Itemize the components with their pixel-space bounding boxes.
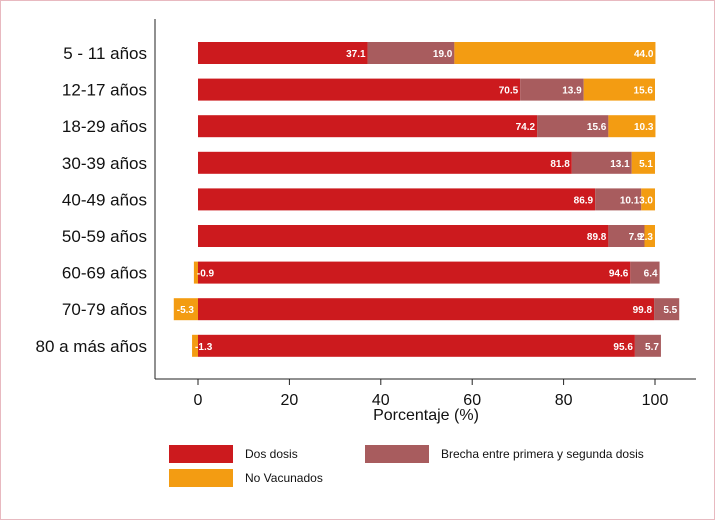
category-label: 12-17 años	[62, 81, 147, 100]
legend-swatch	[365, 445, 429, 463]
data-label: 10.3	[634, 122, 654, 133]
legend-swatch	[169, 445, 233, 463]
legend-swatch	[169, 469, 233, 487]
data-label: -1.3	[195, 342, 213, 353]
bar-segment	[571, 151, 632, 174]
data-label: 89.8	[587, 232, 607, 243]
x-tick-label: 60	[463, 392, 481, 409]
bar-segment	[454, 42, 656, 64]
data-label: 2.3	[639, 232, 653, 243]
category-label: 50-59 años	[62, 227, 147, 246]
data-label: -0.9	[197, 269, 215, 280]
bar-segment	[193, 261, 198, 284]
data-label: 15.6	[587, 122, 607, 133]
bar-segment	[644, 225, 655, 247]
x-axis-title: Porcentaje (%)	[373, 407, 479, 424]
legend: Dos dosis Brecha entre primera y segunda …	[169, 445, 644, 487]
data-label: 6.4	[644, 269, 658, 280]
data-label: 86.9	[574, 195, 594, 206]
data-label: 81.8	[550, 159, 570, 170]
category-label: 18-29 años	[62, 117, 147, 136]
data-label: -5.3	[177, 305, 195, 316]
x-tick-label: 20	[281, 392, 299, 409]
x-ticks-layer: 0 20 40 60 80 100	[194, 379, 669, 409]
data-label: 5.5	[663, 305, 677, 316]
category-label: 80 a más años	[35, 337, 147, 356]
bar-segment	[198, 225, 609, 247]
data-label: 13.9	[562, 86, 582, 97]
legend-label: Dos dosis	[245, 447, 298, 461]
bar-segment	[192, 334, 198, 357]
bar-segment	[198, 334, 635, 357]
bar-segment	[198, 78, 521, 101]
data-label: 99.8	[633, 305, 653, 316]
axes-layer	[154, 19, 696, 380]
legend-label: No Vacunados	[245, 471, 323, 485]
category-label: 40-49 años	[62, 190, 147, 209]
category-label: 70-79 años	[62, 300, 147, 319]
category-label: 60-69 años	[62, 264, 147, 283]
category-label: 30-39 años	[62, 154, 147, 173]
bars-layer: 37.1 19.0 44.0 70.5 13.9 15.6 74.2 15.6 10.3 81.8…	[173, 42, 680, 357]
bar-segment	[631, 151, 655, 174]
x-tick-label: 100	[642, 392, 669, 409]
data-label: 5.1	[639, 159, 653, 170]
bar-segment	[641, 188, 655, 211]
bar-segment	[630, 261, 660, 284]
data-label: 5.7	[645, 342, 659, 353]
data-label: 15.6	[634, 86, 654, 97]
bar-segment	[173, 298, 198, 321]
bar-segment	[583, 78, 655, 101]
bar-segment	[634, 334, 661, 357]
bar-segment	[198, 261, 631, 284]
bar-segment	[608, 225, 645, 247]
data-label: 44.0	[634, 49, 654, 60]
x-tick-label: 80	[555, 392, 573, 409]
bar-segment	[608, 115, 656, 138]
data-label: 74.2	[516, 122, 536, 133]
category-labels-layer: 5 - 11 años 12-17 años 18-29 años 30-39 año…	[35, 44, 147, 356]
data-label: 7.9	[629, 232, 643, 243]
legend-label: Brecha entre primera y segunda dosis	[441, 447, 644, 461]
data-label: 3.0	[639, 195, 653, 206]
bar-segment	[198, 115, 538, 138]
bar-segment	[537, 115, 609, 138]
bar-segment	[595, 188, 642, 211]
data-label: 13.1	[610, 159, 630, 170]
bar-segment	[520, 78, 584, 101]
data-label: 94.6	[609, 269, 629, 280]
bar-segment	[367, 42, 455, 64]
data-label: 95.6	[613, 342, 633, 353]
data-label: 10.1	[620, 195, 640, 206]
x-tick-label: 0	[194, 392, 203, 409]
data-label: 70.5	[499, 86, 519, 97]
bar-segment	[198, 42, 368, 64]
bar-segment	[198, 151, 572, 174]
category-label: 5 - 11 años	[63, 44, 147, 63]
data-label: 19.0	[433, 49, 453, 60]
bar-segment	[198, 188, 596, 211]
bar-segment	[198, 298, 655, 321]
bar-segment	[654, 298, 680, 321]
data-label: 37.1	[346, 49, 366, 60]
x-tick-label: 40	[372, 392, 390, 409]
